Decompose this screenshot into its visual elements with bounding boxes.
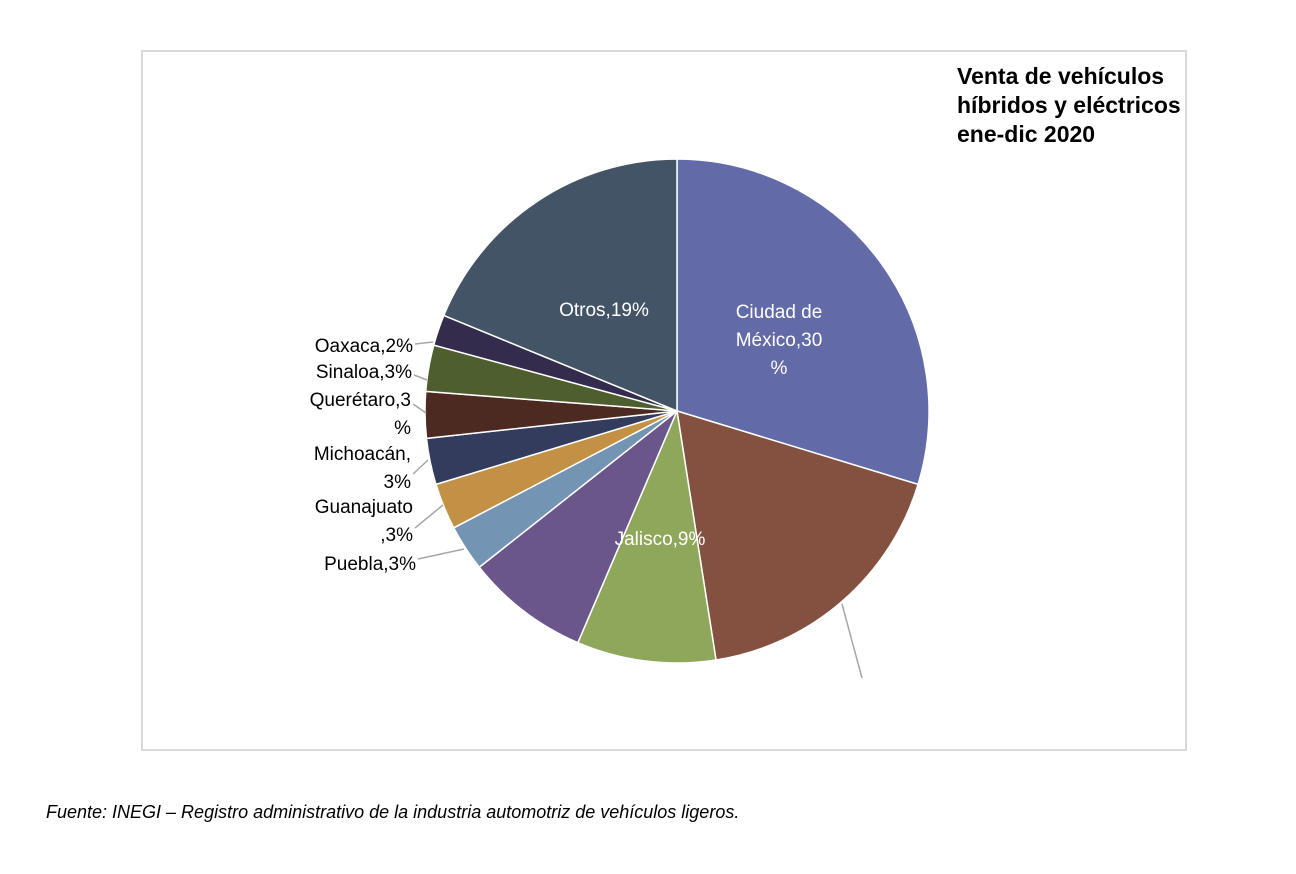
- slice-label-line: México,30: [736, 330, 823, 351]
- slice-label-line: ,3%: [380, 525, 413, 546]
- chart-title-line-2: híbridos y eléctricos: [957, 92, 1181, 118]
- slice-label-oaxaca: Oaxaca,2%: [315, 336, 413, 357]
- slice-label-line: Otros,19%: [559, 300, 649, 321]
- slice-label-line: 3%: [384, 472, 412, 493]
- chart-title-line-3: ene-dic 2020: [957, 121, 1095, 147]
- leader-lines: [412, 341, 863, 679]
- leader-line-oaxaca: [414, 341, 434, 345]
- chart-frame: [141, 50, 1187, 751]
- slice-label-jalisco: Jalisco,9%: [615, 529, 706, 550]
- leader-line-queretaro: [412, 403, 427, 414]
- slice-label-ciudad-de-mexico: Ciudad de México,30%: [736, 302, 823, 379]
- slice-label-line: Guanajuato: [315, 497, 413, 518]
- slice-label-line: Sinaloa,3%: [316, 362, 412, 383]
- pie-slices: [424, 158, 930, 664]
- leader-line-michoacan: [412, 459, 429, 475]
- slice-label-line: Ciudad de: [736, 302, 823, 323]
- slice-label-sinaloa: Sinaloa,3%: [316, 362, 412, 383]
- slice-label-line: Querétaro,3: [310, 390, 411, 411]
- slice-labels: Ciudad de México,30 % Jalisco,9% Puebla,3% Gu…: [310, 300, 823, 575]
- pie-slice-otros-10: [442, 158, 678, 413]
- leader-line-guanajuato: [414, 504, 444, 529]
- slice-label-line: %: [771, 358, 788, 379]
- leader-line-brown-slice: [841, 603, 863, 679]
- pie-slice-sin-etiqueta-visible-1: [676, 409, 920, 661]
- leader-line-sinaloa: [413, 374, 428, 381]
- pie-slice-jalisco-2: [576, 408, 717, 664]
- pie-slice-ciudad-de-mexico-0: [676, 158, 930, 486]
- slice-label-line: Jalisco,9%: [615, 529, 706, 550]
- slice-label-line: Michoacán,: [314, 444, 411, 465]
- slice-label-line: Oaxaca,2%: [315, 336, 413, 357]
- pie-slice-sin-etiqueta-visible-3: [478, 410, 678, 644]
- slice-label-line: Puebla,3%: [324, 554, 416, 575]
- slice-label-puebla: Puebla,3%: [324, 554, 416, 575]
- chart-title: Venta de vehículos híbridos y eléctricos…: [957, 63, 1181, 147]
- slice-label-line: %: [394, 418, 411, 439]
- chart-title-line-1: Venta de vehículos: [957, 63, 1164, 89]
- slice-label-otros: Otros,19%: [559, 300, 649, 321]
- slice-label-michoacan: Michoacán, 3%: [314, 444, 411, 493]
- slice-label-queretaro: Querétaro,3%: [310, 390, 412, 439]
- slice-label-guanajuato: Guanajuato ,3%: [315, 497, 413, 546]
- source-note: Fuente: INEGI – Registro administrativo …: [46, 802, 740, 822]
- leader-line-puebla: [417, 548, 465, 560]
